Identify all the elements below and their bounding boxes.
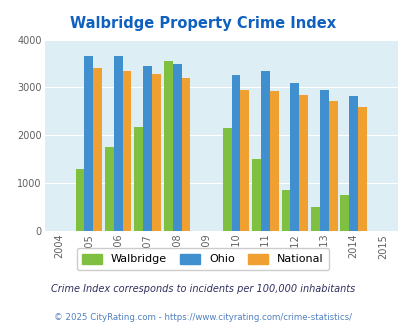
Bar	[240, 90, 249, 231]
Bar	[134, 127, 143, 231]
Bar	[290, 83, 298, 231]
Bar	[231, 76, 240, 231]
Legend: Walbridge, Ohio, National: Walbridge, Ohio, National	[76, 248, 329, 270]
Bar	[181, 78, 190, 231]
Bar	[84, 56, 93, 231]
Bar	[164, 61, 172, 231]
Bar	[113, 56, 122, 231]
Bar	[310, 207, 319, 231]
Bar	[122, 71, 131, 231]
Text: Crime Index corresponds to incidents per 100,000 inhabitants: Crime Index corresponds to incidents per…	[51, 284, 354, 294]
Bar	[172, 63, 181, 231]
Bar	[93, 68, 102, 231]
Bar	[348, 96, 357, 231]
Bar	[252, 159, 260, 231]
Bar	[357, 107, 366, 231]
Text: Walbridge Property Crime Index: Walbridge Property Crime Index	[70, 16, 335, 31]
Bar	[328, 101, 337, 231]
Bar	[281, 190, 290, 231]
Bar	[260, 71, 269, 231]
Bar	[75, 169, 84, 231]
Bar	[143, 66, 152, 231]
Bar	[152, 74, 160, 231]
Bar	[340, 195, 348, 231]
Bar	[298, 95, 307, 231]
Bar	[319, 90, 328, 231]
Bar	[105, 147, 113, 231]
Bar	[269, 91, 278, 231]
Bar	[222, 128, 231, 231]
Text: © 2025 CityRating.com - https://www.cityrating.com/crime-statistics/: © 2025 CityRating.com - https://www.city…	[54, 313, 351, 322]
